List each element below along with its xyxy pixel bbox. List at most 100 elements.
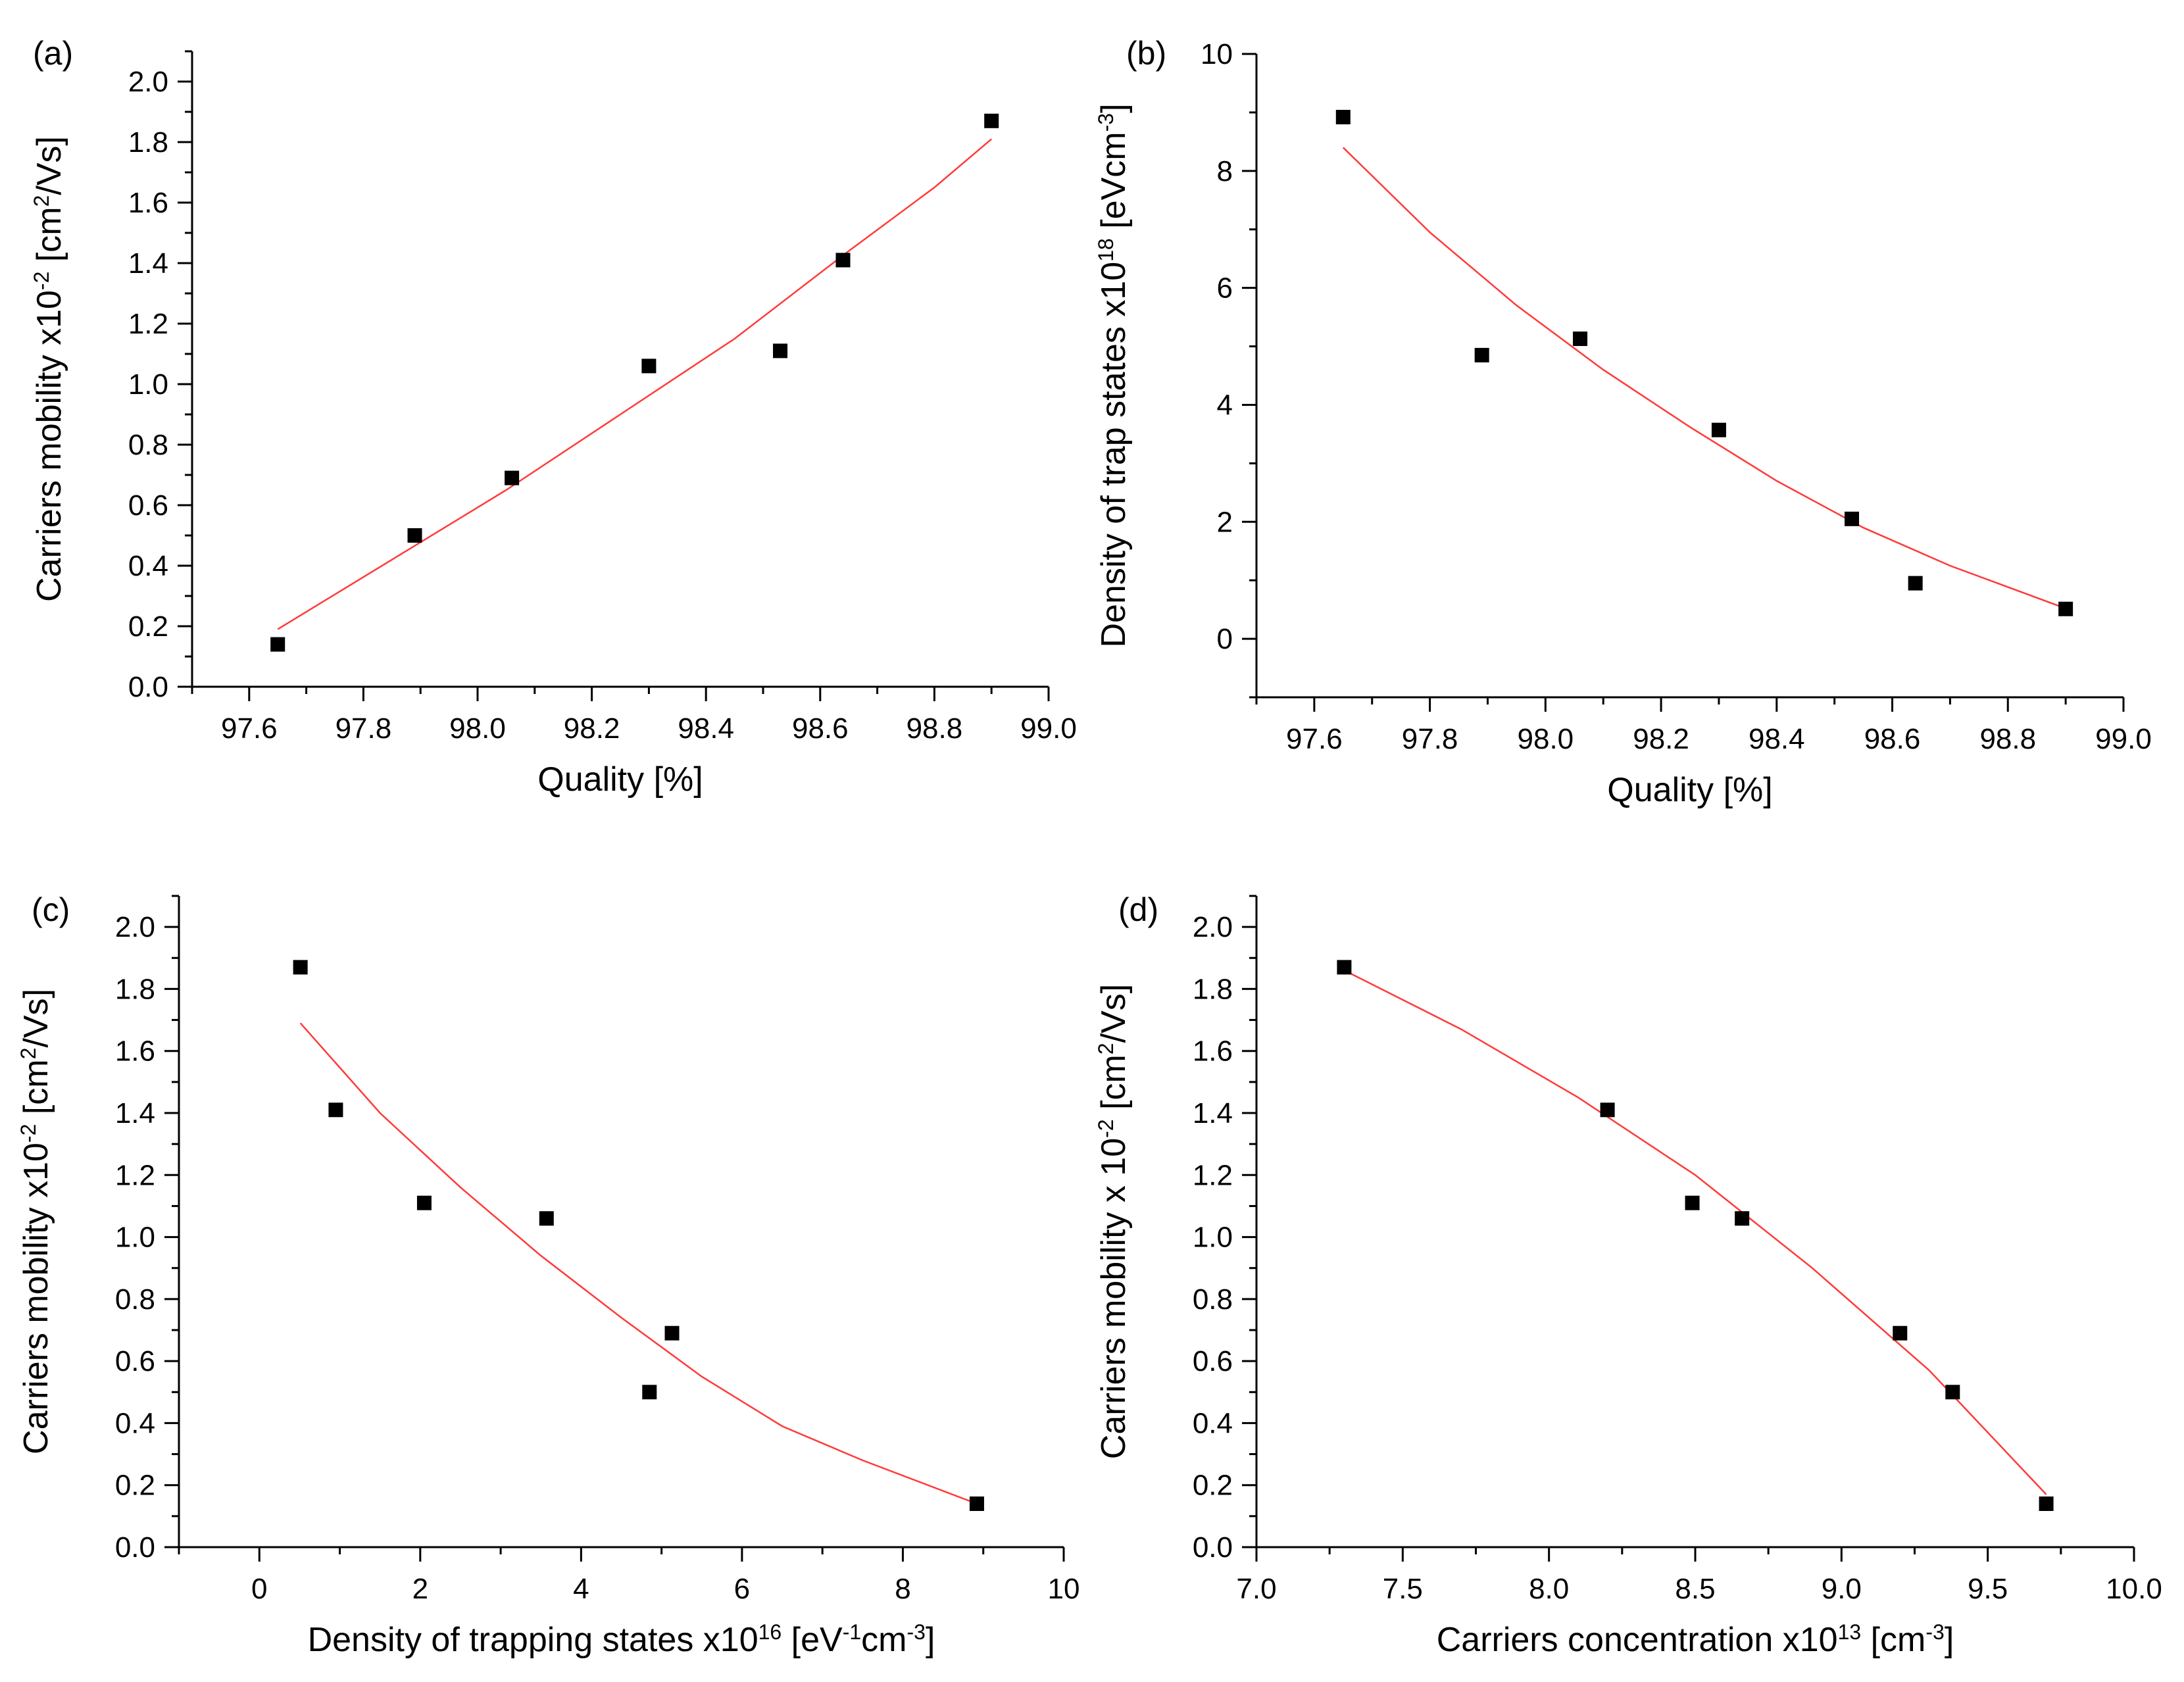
data-point — [293, 960, 308, 975]
data-point — [2039, 1496, 2054, 1511]
data-point — [835, 253, 851, 268]
x-axis-title: Density of trapping states x1016 [eV-1cm… — [308, 1620, 935, 1659]
y-tick-label: 0.2 — [1193, 1470, 1233, 1502]
y-tick-label: 1.4 — [128, 247, 168, 280]
data-point — [505, 470, 520, 485]
x-tick-label: 8 — [895, 1573, 910, 1605]
x-axis-title-part: 13 — [1838, 1620, 1862, 1644]
y-axis-title-part: /Vs] — [17, 989, 55, 1048]
data-point — [1908, 576, 1923, 591]
x-tick-label: 98.0 — [449, 712, 506, 745]
data-point — [641, 359, 657, 374]
fit-curve — [277, 138, 993, 630]
fit-curve — [299, 1022, 978, 1505]
data-point — [539, 1211, 554, 1226]
y-axis-title-part: [cm — [1095, 1054, 1133, 1119]
data-point — [773, 343, 788, 359]
x-axis-title: Carriers concentration x1013 [cm-3] — [1437, 1620, 1954, 1659]
panel-label: (b) — [1126, 35, 1166, 72]
x-tick-label: 98.6 — [1864, 723, 1921, 755]
y-tick-label: 1.2 — [1193, 1159, 1233, 1191]
data-point — [642, 1385, 657, 1400]
x-axis-title-part: Carriers concentration x10 — [1437, 1621, 1838, 1659]
x-axis-title-part: Density of trapping states x10 — [308, 1621, 758, 1659]
y-tick-label: 2.0 — [128, 66, 168, 98]
x-axis-title-part: 16 — [758, 1620, 782, 1644]
data-point — [1845, 511, 1860, 526]
y-tick-label: 1.8 — [1193, 973, 1233, 1005]
data-point — [664, 1325, 680, 1341]
data-point — [1474, 347, 1489, 362]
panel-label: (c) — [32, 891, 70, 928]
data-point — [969, 1496, 984, 1511]
x-tick-label: 97.8 — [1402, 723, 1458, 755]
panel-c: (c) 0 2 4 6 8 10 0.0 0.2 0.4 0.6 0.8 1.0 1.2 1.4 1.6 1.8… — [16, 891, 1080, 1659]
x-axis-title-part: ] — [1945, 1621, 1954, 1659]
data-point — [1337, 960, 1352, 975]
y-tick-label: 1.0 — [1193, 1222, 1233, 1254]
y-tick-label: 0.0 — [128, 671, 168, 703]
x-axis-title-part: -3 — [907, 1620, 926, 1644]
y-axis-title-part: Density of trap states x10 — [1095, 262, 1133, 648]
y-axis-title-part: -2 — [1094, 1119, 1118, 1137]
y-axis-title: Carriers mobility x10-2 [cm2/Vs] — [16, 989, 55, 1454]
panel-label: (d) — [1118, 891, 1158, 928]
y-axis-title-part: /Vs] — [30, 136, 68, 195]
x-tick-label: 99.0 — [1020, 712, 1077, 745]
y-tick-label: 0.0 — [1193, 1531, 1233, 1564]
y-axis-title-part: [cm — [30, 207, 68, 271]
data-point — [1735, 1211, 1750, 1226]
x-tick-label: 98.0 — [1518, 723, 1574, 755]
y-axis-title: Carriers mobility x10-2 [cm2/Vs] — [30, 136, 68, 602]
x-tick-label: 9.0 — [1822, 1573, 1862, 1605]
x-tick-label: 9.5 — [1968, 1573, 2008, 1605]
x-tick-label: 7.0 — [1236, 1573, 1276, 1605]
y-axis-title-part: 2 — [1094, 1043, 1118, 1054]
y-axis-title-part: -2 — [30, 272, 53, 290]
panel-a: (a) 97.6 97.8 98.0 98.2 98.4 98.6 98.8 99.0 0.0 0.… — [30, 35, 1077, 799]
y-tick-label: 0.6 — [115, 1345, 155, 1377]
x-axis-title-part: [cm — [1861, 1621, 1925, 1659]
x-tick-label: 98.8 — [906, 712, 963, 745]
y-tick-label: 1.2 — [128, 308, 168, 340]
y-tick-label: 1.6 — [1193, 1035, 1233, 1068]
x-tick-label: 8.5 — [1675, 1573, 1715, 1605]
x-tick-label: 97.8 — [335, 712, 392, 745]
y-tick-label: 0.6 — [1193, 1345, 1233, 1377]
y-axis-title-part: Carriers mobility x 10 — [1095, 1138, 1133, 1459]
x-tick-label: 98.6 — [792, 712, 849, 745]
y-axis-title-part: ] — [1095, 103, 1133, 112]
data-point — [984, 113, 999, 128]
x-tick-label: 2 — [412, 1573, 428, 1605]
y-axis-title-part: [eVcm — [1095, 132, 1133, 238]
x-axis-title-part: ] — [926, 1621, 935, 1659]
x-tick-label: 97.6 — [1286, 723, 1343, 755]
data-point — [1945, 1385, 1960, 1400]
x-tick-label: 97.6 — [221, 712, 278, 745]
y-axis-title: Density of trap states x1018 [eVcm-3] — [1094, 103, 1133, 647]
x-tick-label: 10 — [1048, 1573, 1080, 1605]
x-tick-label: 99.0 — [2095, 723, 2152, 755]
x-tick-label: 7.5 — [1383, 1573, 1423, 1605]
data-point — [328, 1102, 343, 1118]
x-tick-label: 98.2 — [1633, 723, 1689, 755]
y-axis-title: Carriers mobility x 10-2 [cm2/Vs] — [1094, 984, 1133, 1459]
data-point — [1685, 1195, 1700, 1210]
data-point — [2058, 601, 2073, 616]
x-tick-label: 98.4 — [678, 712, 734, 745]
y-tick-label: 0.8 — [128, 429, 168, 461]
y-tick-label: 1.6 — [128, 187, 168, 219]
y-tick-label: 1.4 — [1193, 1097, 1233, 1129]
y-tick-label: 0.0 — [115, 1531, 155, 1564]
y-tick-label: 2 — [1217, 506, 1233, 538]
y-axis-title-part: /Vs] — [1095, 984, 1133, 1043]
y-tick-label: 8 — [1217, 155, 1233, 187]
y-tick-label: 2.0 — [1193, 911, 1233, 943]
data-point — [1573, 331, 1588, 346]
x-axis-title-part: cm — [861, 1621, 906, 1659]
fit-curve — [1342, 147, 2066, 610]
x-tick-label: 8.0 — [1529, 1573, 1569, 1605]
y-tick-label: 0.4 — [128, 550, 168, 582]
x-tick-label: 98.4 — [1749, 723, 1805, 755]
y-tick-label: 1.0 — [128, 368, 168, 401]
